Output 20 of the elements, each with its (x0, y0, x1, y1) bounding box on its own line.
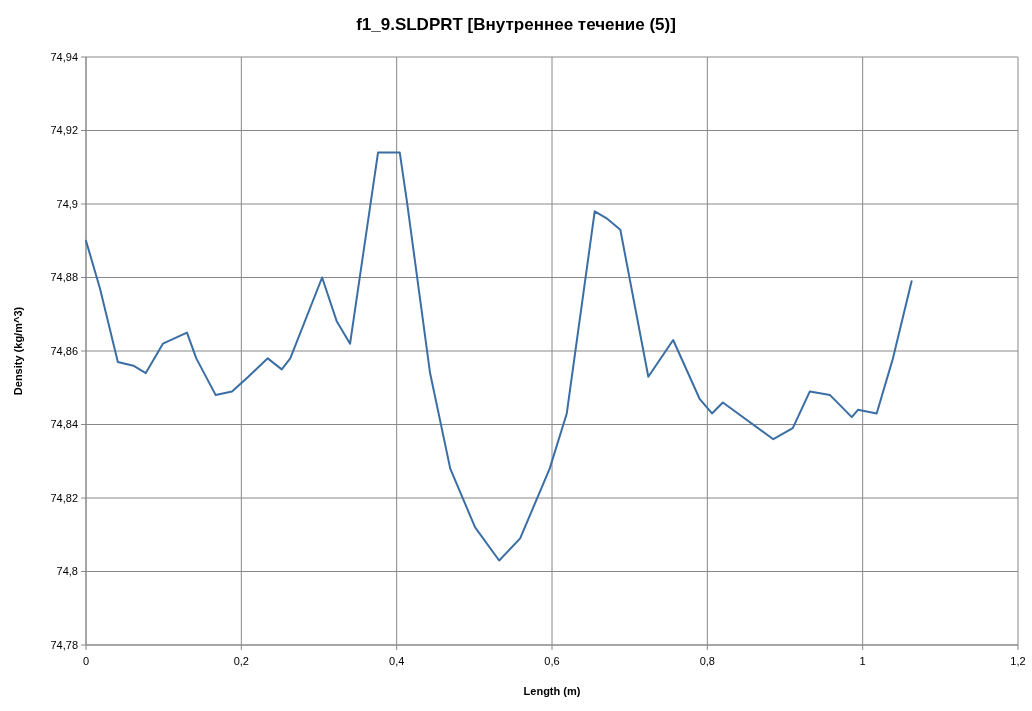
y-tick-label: 74,88 (50, 271, 78, 284)
x-tick-label: 1 (859, 655, 866, 667)
y-tick-label: 74,9 (56, 197, 78, 210)
y-tick-label: 74,86 (50, 344, 78, 357)
x-tick-label: 0,4 (389, 655, 405, 667)
chart-title: f1_9.SLDPRT [Внутреннее течение (5)] (356, 15, 676, 34)
y-tick-label: 74,78 (50, 638, 78, 651)
y-tick-label: 74,8 (56, 565, 78, 578)
x-tick-label: 0 (82, 655, 90, 667)
x-tick-label: 1,2 (1010, 655, 1026, 667)
x-tick-label: 0,2 (233, 655, 249, 667)
x-tick-label: 0,6 (544, 655, 560, 667)
y-axis-title: Density (kg/m^3) (12, 306, 24, 396)
y-tick-label: 74,82 (50, 491, 78, 504)
y-tick-label: 74,84 (50, 418, 78, 431)
x-axis-title: Length (m) (523, 685, 581, 697)
y-tick-label: 74,92 (50, 124, 78, 137)
x-tick-label: 0,8 (699, 655, 715, 667)
line-series (85, 151, 913, 562)
y-tick-label: 74,94 (50, 50, 78, 63)
